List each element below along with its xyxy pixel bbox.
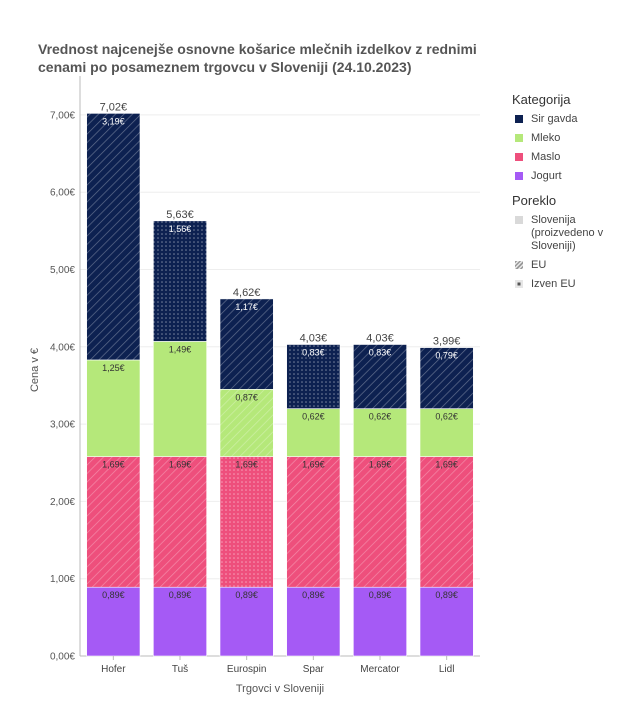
data-label: 3,19€ (102, 116, 125, 126)
bar-pattern-sir-gavda (86, 113, 140, 360)
y-tick-label: 1,00€ (50, 574, 75, 585)
data-label: 0,89€ (369, 590, 392, 600)
x-axis-title: Trgovci v Sloveniji (236, 683, 324, 695)
bar-jogurt (286, 586, 341, 657)
legend-swatch-maslo (515, 153, 523, 161)
legend-item-izven-eu[interactable]: Izven EU (512, 278, 640, 291)
x-tick-label: Tuš (172, 664, 188, 675)
data-label: 1,56€ (169, 224, 192, 234)
data-label: 0,87€ (235, 392, 258, 402)
data-label: 0,83€ (302, 347, 325, 357)
legend-swatch-slovenija (515, 216, 523, 224)
data-label: 0,62€ (302, 412, 325, 422)
data-label: 1,69€ (369, 460, 392, 470)
data-label: 1,17€ (235, 302, 258, 312)
legend-item-mleko[interactable]: Mleko (512, 132, 640, 145)
legend-swatch-mleko (515, 134, 523, 142)
total-label: 4,03€ (300, 332, 328, 344)
total-label: 3,99€ (433, 336, 461, 348)
bar-pattern-maslo (286, 456, 340, 588)
legend-swatch-eu (515, 261, 523, 269)
data-label: 1,49€ (169, 344, 192, 354)
total-label: 7,02€ (100, 101, 128, 113)
total-label: 4,03€ (366, 332, 394, 344)
total-label: 4,62€ (233, 287, 261, 299)
data-label: 0,89€ (435, 590, 458, 600)
chart-title: Vrednost najcenejše osnovne košarice mle… (38, 41, 477, 75)
y-tick-label: 4,00€ (50, 342, 75, 353)
data-label: 0,62€ (369, 412, 392, 422)
legend-title-kategorija: Kategorija (512, 92, 571, 107)
bar-jogurt (86, 586, 141, 657)
data-label: 0,83€ (369, 347, 392, 357)
bar-mleko (419, 408, 474, 457)
legend-item-jogurt[interactable]: Jogurt (512, 170, 640, 183)
legend-swatch-jogurt (515, 172, 523, 180)
data-label: 1,69€ (102, 460, 125, 470)
y-tick-label: 2,00€ (50, 497, 75, 508)
x-tick-label: Mercator (360, 664, 400, 675)
legend-item-slovenija[interactable]: Slovenija (proizvedeno v Sloveniji) (512, 214, 640, 253)
x-tick-label: Eurospin (227, 664, 266, 675)
data-label: 1,69€ (302, 460, 325, 470)
bar-mleko (153, 341, 207, 457)
bar-pattern-maslo (353, 456, 407, 588)
y-tick-label: 6,00€ (50, 188, 75, 199)
bar-pattern-sir-gavda (220, 298, 274, 390)
bar-mleko (353, 408, 407, 457)
total-label: 5,63€ (166, 209, 194, 221)
data-label: 1,25€ (102, 363, 125, 373)
legend-label-mleko: Mleko (531, 132, 561, 144)
bar-pattern-maslo (220, 456, 274, 588)
legend-item-eu[interactable]: EU (512, 259, 640, 272)
legend-label-izven-eu: Izven EU (531, 278, 576, 290)
data-label: 0,89€ (102, 590, 125, 600)
bar-pattern-sir-gavda (420, 347, 474, 409)
legend-label-sir-gavda: Sir gavda (531, 113, 578, 125)
legend-swatch-sir-gavda (515, 115, 523, 123)
bar-mleko (286, 408, 341, 457)
data-label: 1,69€ (435, 460, 458, 470)
bar-pattern-maslo (153, 456, 207, 588)
data-label: 0,79€ (435, 351, 458, 361)
legend-title-poreklo: Poreklo (512, 193, 557, 208)
bar-pattern-sir-gavda (353, 344, 407, 409)
legend-label-maslo: Maslo (531, 151, 561, 163)
y-tick-label: 3,00€ (50, 420, 75, 431)
legend-label-slovenija: Slovenija (proizvedeno v Sloveniji) (531, 214, 604, 252)
x-tick-label: Spar (303, 664, 325, 675)
legend-item-maslo[interactable]: Maslo (512, 151, 640, 164)
bar-pattern-maslo (420, 456, 474, 588)
bar-pattern-sir-gavda (153, 220, 207, 342)
bar-pattern-mleko (220, 389, 274, 457)
data-label: 0,62€ (435, 412, 458, 422)
y-axis-title: Cena v € (29, 348, 41, 392)
x-tick-label: Lidl (439, 664, 455, 675)
bar-mleko (86, 359, 141, 457)
bar-pattern-sir-gavda (286, 344, 340, 409)
y-tick-label: 7,00€ (50, 110, 75, 121)
legend-label-eu: EU (531, 259, 547, 271)
data-label: 0,89€ (235, 590, 258, 600)
bar-pattern-maslo (86, 456, 140, 588)
data-label: 0,89€ (169, 590, 192, 600)
data-label: 1,69€ (169, 460, 192, 470)
data-label: 1,69€ (235, 460, 258, 470)
data-label: 0,89€ (302, 590, 325, 600)
bar-jogurt (419, 586, 474, 657)
legend: Kategorija Sir gavda Mleko Maslo Jogurt … (512, 92, 640, 297)
legend-item-sir-gavda[interactable]: Sir gavda (512, 113, 640, 126)
x-tick-label: Hofer (101, 664, 126, 675)
legend-swatch-izven-eu (515, 280, 523, 288)
legend-label-jogurt: Jogurt (531, 170, 562, 182)
y-tick-label: 5,00€ (50, 265, 75, 276)
y-tick-label: 0,00€ (50, 652, 75, 663)
